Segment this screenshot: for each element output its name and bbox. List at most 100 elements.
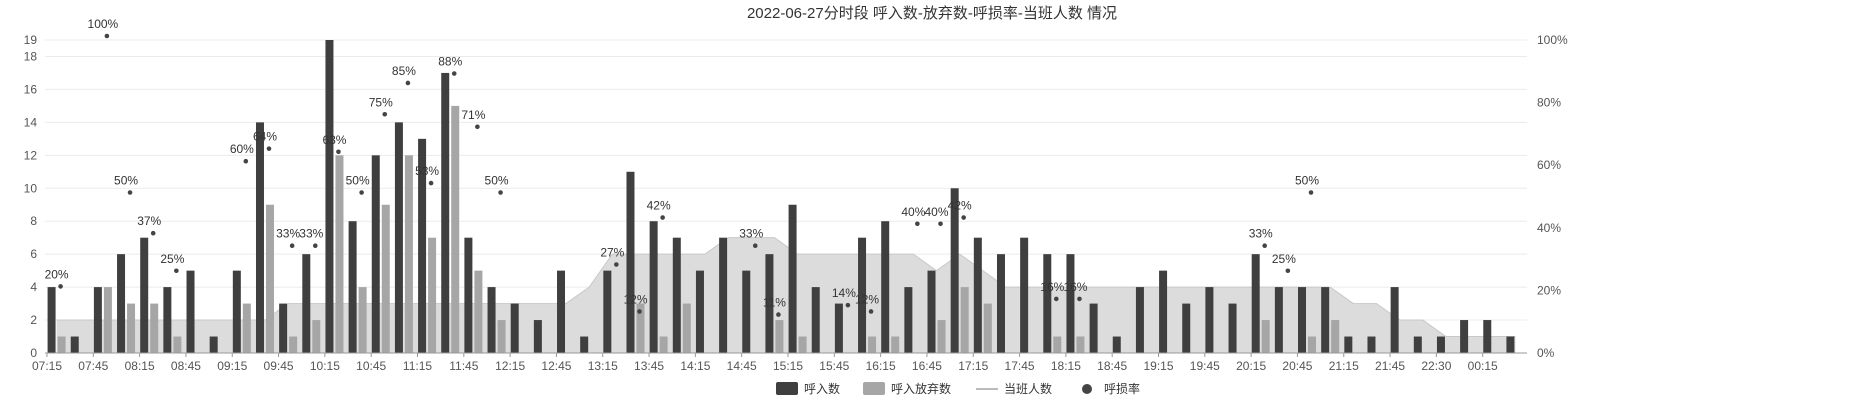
loss-rate-label: 33%	[299, 227, 323, 241]
bar-abandoned	[242, 303, 251, 353]
y-right-tick-label: 40%	[1537, 221, 1561, 235]
x-tick-label: 09:15	[217, 359, 247, 373]
loss-rate-label: 100%	[88, 17, 119, 31]
loss-rate-label: 16%	[1063, 280, 1087, 294]
bar-abandoned	[868, 336, 877, 353]
bar-calls-in	[1367, 336, 1376, 353]
bar-calls-in	[834, 303, 843, 353]
y-left-tick-label: 12	[24, 148, 38, 162]
bar-calls-in	[209, 336, 218, 353]
loss-rate-point	[915, 221, 920, 227]
bar-abandoned	[1331, 320, 1340, 353]
bar-calls-in	[255, 122, 264, 353]
bar-calls-in	[719, 237, 728, 353]
bar-calls-in	[1089, 303, 1098, 353]
loss-rate-label: 50%	[114, 174, 138, 188]
bar-calls-in	[1390, 287, 1399, 353]
loss-rate-point	[359, 190, 364, 195]
loss-rate-point	[776, 312, 781, 317]
bar-calls-in	[1205, 287, 1214, 353]
loss-rate-point	[614, 262, 619, 267]
loss-rate-label: 12%	[855, 292, 879, 306]
chart-title: 2022-06-27分时段 呼入数-放弃数-呼损率-当班人数 情况	[747, 5, 1117, 22]
loss-rate-label: 63%	[322, 133, 346, 147]
loss-rate-label: 60%	[230, 142, 254, 156]
bar-calls-in	[557, 270, 566, 353]
bar-calls-in	[93, 287, 102, 353]
loss-rate-label: 16%	[1040, 280, 1064, 294]
x-tick-label: 08:45	[171, 359, 201, 373]
loss-rate-label: 85%	[392, 64, 416, 78]
loss-rate-point	[174, 268, 179, 274]
loss-rate-label: 53%	[415, 164, 439, 178]
x-tick-label: 08:15	[125, 359, 155, 373]
bar-calls-in	[1159, 270, 1168, 353]
loss-rate-point	[845, 302, 851, 308]
x-tick-label: 14:15	[680, 359, 710, 373]
bar-calls-in	[232, 270, 241, 353]
loss-rate-point	[127, 190, 133, 195]
bar-calls-in	[464, 237, 473, 353]
x-tick-label: 07:15	[32, 359, 62, 373]
bar-calls-in	[117, 254, 126, 353]
y-left-tick-label: 14	[24, 115, 38, 129]
loss-rate-point	[336, 149, 341, 155]
x-tick-label: 11:15	[403, 359, 432, 373]
loss-rate-point	[428, 180, 434, 186]
bar-abandoned	[103, 287, 112, 353]
loss-rate-point	[475, 124, 480, 130]
bar-calls-in	[140, 237, 149, 353]
loss-rate-label: 64%	[253, 130, 277, 144]
loss-rate-point	[961, 215, 966, 220]
loss-rate-label: 88%	[438, 55, 462, 69]
bar-abandoned	[775, 320, 784, 353]
bar-abandoned	[173, 336, 182, 353]
bar-abandoned	[474, 270, 483, 353]
bar-calls-in	[487, 287, 496, 353]
bar-calls-in	[1043, 254, 1052, 353]
bar-abandoned	[312, 320, 321, 353]
loss-rate-point	[243, 158, 249, 164]
loss-rate-point	[405, 80, 411, 86]
y-right-tick-label: 80%	[1537, 96, 1561, 110]
bar-calls-in	[1112, 336, 1121, 353]
loss-rate-label: 71%	[461, 108, 485, 122]
y-right-tick-label: 0%	[1537, 346, 1555, 360]
x-tick-label: 11:45	[449, 359, 478, 373]
loss-rate-label: 11%	[763, 296, 786, 310]
bar-calls-in	[1298, 287, 1307, 353]
bar-abandoned	[428, 237, 437, 353]
bar-calls-in	[1460, 320, 1469, 353]
x-tick-label: 09:45	[264, 359, 294, 373]
x-tick-label: 16:45	[912, 359, 942, 373]
bar-calls-in	[973, 237, 982, 353]
y-left-tick-label: 10	[24, 181, 38, 195]
bar-calls-in	[1436, 336, 1445, 353]
legend-swatch-loss-rate	[1082, 384, 1092, 394]
bar-abandoned	[960, 287, 969, 353]
bar-calls-in	[649, 221, 658, 353]
loss-rate-point	[266, 146, 272, 151]
bar-abandoned	[1076, 336, 1085, 353]
x-tick-label: 15:45	[819, 359, 849, 373]
bar-calls-in	[1228, 303, 1237, 353]
x-tick-label: 20:15	[1236, 359, 1266, 373]
bar-abandoned	[265, 204, 274, 353]
loss-rate-label: 37%	[137, 214, 161, 228]
bar-calls-in	[742, 270, 751, 353]
bar-abandoned	[1053, 336, 1062, 353]
loss-rate-point	[1262, 243, 1268, 249]
bar-calls-in	[603, 270, 612, 353]
x-tick-label: 19:45	[1190, 359, 1220, 373]
x-tick-label: 12:45	[541, 359, 571, 373]
loss-rate-label: 50%	[485, 174, 509, 188]
loss-rate-label: 33%	[1249, 227, 1273, 241]
bar-calls-in	[325, 40, 334, 353]
loss-rate-label: 12%	[623, 292, 647, 306]
loss-rate-label: 50%	[1295, 174, 1319, 188]
loss-rate-label: 40%	[925, 205, 949, 219]
bar-calls-in	[302, 254, 311, 353]
loss-rate-point	[150, 230, 156, 236]
bar-calls-in	[186, 270, 195, 353]
